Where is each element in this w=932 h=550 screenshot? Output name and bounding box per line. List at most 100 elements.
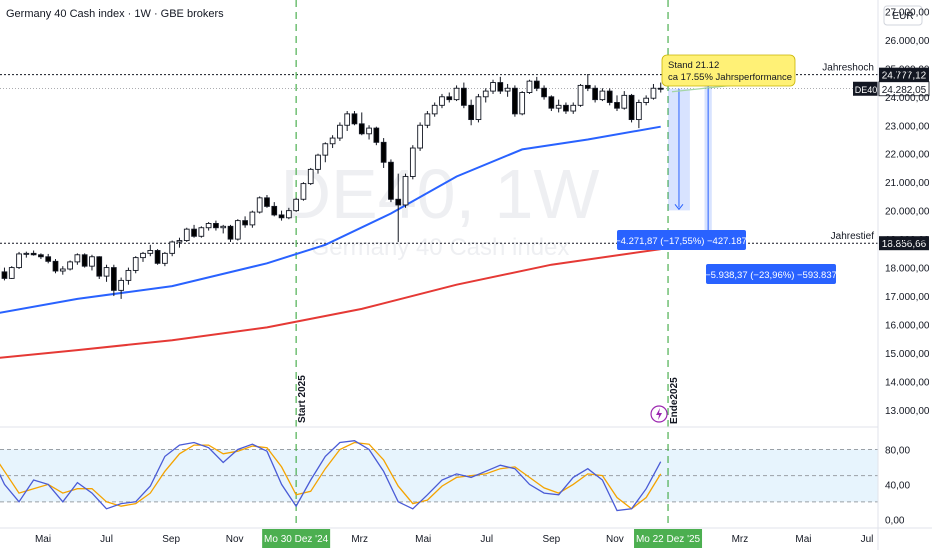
measure-tools[interactable]: −4.271,87 (−17,55%) −427.187 −5.938,37 (−… — [615, 74, 837, 284]
candle-body — [191, 228, 197, 237]
candle-body — [162, 252, 168, 264]
lightning-icon — [656, 408, 663, 420]
stoch-k-line — [0, 440, 662, 512]
price-tick-label: 18.000,00 — [885, 264, 930, 275]
time-axis-label: Mai — [795, 534, 811, 545]
chart-title: Germany 40 Cash index · 1W · GBE brokers — [6, 8, 224, 20]
candle-body — [23, 252, 30, 255]
currency-label[interactable]: EUR — [892, 11, 913, 22]
price-tick-label: 20.000,00 — [885, 207, 930, 218]
candle-body — [417, 124, 423, 149]
candle-body — [606, 90, 613, 103]
candle-body — [388, 161, 394, 200]
candle-body — [424, 113, 431, 126]
candle-body — [563, 104, 569, 112]
candle-body — [533, 80, 540, 89]
level-price-label: 24.777,12 — [882, 71, 927, 82]
candle-body — [183, 228, 190, 241]
candle-body — [351, 113, 358, 125]
time-axis[interactable]: Mai Jul Sep Nov Mo 30 Dez '24 Mrz Mai Jul Sep Nov… — [35, 529, 873, 548]
year-markers: Start 2025 Ende2025 — [295, 0, 680, 528]
candle-body — [373, 127, 380, 143]
candle-body — [431, 104, 438, 115]
oscillator-tick-label: 40,00 — [885, 480, 910, 491]
candle-body — [555, 104, 562, 109]
candle-body — [504, 87, 511, 92]
candle-body — [176, 240, 183, 243]
candle-body — [570, 104, 577, 112]
candle-body — [657, 87, 664, 90]
candle-body — [402, 176, 409, 206]
watermark: DE40, 1W Germany 40 Cash index — [281, 155, 600, 261]
time-axis-label: Jul — [100, 534, 113, 545]
oscillator-tick-label: 80,00 — [885, 445, 910, 456]
candle-body — [1, 271, 8, 279]
level-price-badge — [879, 67, 929, 82]
level-price-badge — [879, 236, 929, 251]
candle-body — [621, 94, 628, 109]
currency-button[interactable] — [883, 5, 923, 26]
price-tick-label: 26.000,00 — [885, 36, 930, 47]
candle-body — [103, 267, 110, 277]
candle-body — [599, 90, 606, 101]
time-axis-label: Mai — [35, 534, 51, 545]
price-tick-label: 16.000,00 — [885, 321, 930, 332]
candle-body — [132, 257, 139, 271]
candle-body — [30, 252, 37, 256]
candle-body — [541, 87, 547, 98]
candle-body — [278, 214, 285, 219]
last-price-badge — [878, 81, 930, 97]
candle-body — [453, 87, 460, 101]
candle-body — [89, 256, 95, 267]
candle-body — [636, 102, 642, 121]
candle-body — [256, 197, 263, 213]
candle-body — [8, 267, 15, 279]
price-axis-labels[interactable]: 13.000,00 14.000,00 15.000,00 16.000,00 17.0… — [885, 7, 930, 526]
candle-body — [96, 256, 103, 277]
candle-body — [118, 279, 124, 291]
candle-body — [439, 96, 445, 106]
time-axis-label: Jul — [480, 534, 493, 545]
measure-arrow-head — [674, 204, 684, 211]
candle-body — [461, 87, 467, 106]
time-axis-label: Sep — [162, 534, 180, 545]
candle-body — [198, 227, 205, 237]
candle-body — [475, 96, 482, 121]
candle-body — [285, 210, 292, 219]
year-marker-label: Ende2025 — [669, 377, 680, 424]
candle-body — [45, 256, 52, 262]
moving-averages — [0, 125, 661, 359]
candle-body — [110, 267, 117, 291]
candle-body — [271, 205, 278, 216]
candle-body — [169, 241, 176, 254]
candle-body — [264, 197, 270, 207]
oscillator-tick-label: 0,00 — [885, 515, 905, 526]
price-tick-label: 19.000,00 — [885, 235, 930, 246]
candle-body — [234, 220, 241, 240]
candle-body — [67, 261, 73, 270]
callout-box — [661, 54, 796, 87]
time-axis-label: Mrz — [351, 534, 368, 545]
candle-body — [358, 123, 365, 135]
candle-body — [322, 143, 329, 156]
candle-body — [242, 220, 248, 226]
measure-label-box — [617, 230, 746, 250]
candle-body — [300, 183, 307, 200]
candle-body — [329, 137, 336, 145]
price-tick-label: 22.000,00 — [885, 150, 930, 161]
candle-body — [205, 223, 212, 229]
price-tick-label: 15.000,00 — [885, 349, 930, 360]
last-price-symbol-badge — [853, 81, 879, 96]
candle-body — [307, 168, 314, 185]
candle-body — [249, 211, 256, 226]
price-tick-label: 13.000,00 — [885, 406, 930, 417]
measure-label: −5.938,37 (−23,96%) −593.837 — [705, 270, 837, 281]
year-marker-label: Start 2025 — [297, 375, 308, 423]
watermark-name: Germany 40 Cash index — [311, 234, 570, 261]
ma-slow-line — [0, 248, 661, 359]
candle-body — [592, 87, 598, 101]
last-price-symbol: DE40 — [855, 85, 878, 95]
candle-body — [468, 104, 474, 121]
